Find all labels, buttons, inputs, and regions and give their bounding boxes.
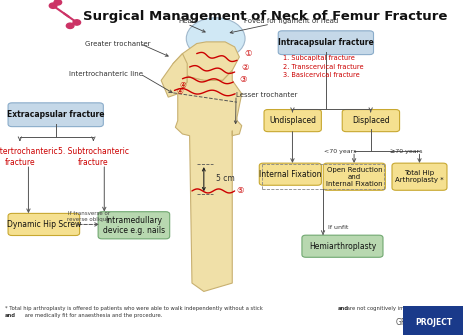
Text: 5 cm: 5 cm — [216, 174, 235, 183]
FancyBboxPatch shape — [302, 235, 383, 257]
Polygon shape — [173, 42, 239, 80]
FancyBboxPatch shape — [323, 163, 385, 190]
FancyBboxPatch shape — [278, 31, 374, 55]
Text: ⑤: ⑤ — [236, 186, 244, 195]
Text: Dynamic Hip Screw: Dynamic Hip Screw — [7, 220, 81, 229]
Text: Hemiarthroplasty: Hemiarthroplasty — [309, 242, 376, 251]
Circle shape — [186, 18, 245, 59]
Text: Surgical Management of Neck of Femur Fracture: Surgical Management of Neck of Femur Fra… — [83, 10, 447, 23]
Circle shape — [49, 3, 57, 8]
FancyBboxPatch shape — [8, 213, 80, 236]
Text: PROJECT: PROJECT — [415, 318, 452, 327]
Text: ④: ④ — [179, 81, 186, 90]
Text: are medically fit for anaesthesia and the procedure.: are medically fit for anaesthesia and th… — [23, 313, 162, 318]
Text: 4. Intertrochanteric
fracture: 4. Intertrochanteric fracture — [0, 147, 57, 167]
Text: If unfit: If unfit — [328, 225, 348, 230]
Text: Displaced: Displaced — [352, 116, 390, 125]
Text: Head: Head — [178, 18, 196, 24]
Text: Intracapsular fracture: Intracapsular fracture — [278, 38, 374, 47]
Polygon shape — [161, 54, 187, 97]
Text: If transverse or
reverse oblique: If transverse or reverse oblique — [67, 211, 110, 222]
Text: ≥70 years: ≥70 years — [391, 149, 423, 154]
Text: <70 years: <70 years — [324, 149, 356, 154]
FancyBboxPatch shape — [259, 163, 321, 185]
Text: ③: ③ — [239, 75, 247, 84]
Text: ④: ④ — [176, 87, 183, 95]
Polygon shape — [175, 70, 242, 291]
Text: and: and — [5, 313, 16, 318]
FancyBboxPatch shape — [342, 110, 400, 132]
Text: and: and — [337, 306, 348, 311]
Text: Intertrochanteric line: Intertrochanteric line — [69, 71, 143, 77]
Text: Internal Fixation: Internal Fixation — [259, 170, 321, 179]
Text: GRAM: GRAM — [396, 318, 419, 327]
Text: Greater trochanter: Greater trochanter — [85, 41, 151, 47]
FancyBboxPatch shape — [98, 212, 170, 239]
Text: * Total hip arthroplasty is offered to patients who were able to walk independen: * Total hip arthroplasty is offered to p… — [5, 306, 264, 311]
Text: Total Hip
Arthroplasty *: Total Hip Arthroplasty * — [395, 170, 444, 183]
FancyBboxPatch shape — [264, 110, 321, 132]
Text: are not cognitively impaired: are not cognitively impaired — [345, 306, 421, 311]
Text: Extracapsular fracture: Extracapsular fracture — [7, 110, 104, 119]
FancyBboxPatch shape — [392, 163, 447, 190]
Circle shape — [66, 23, 74, 28]
Text: 5. Subtrochanteric
fracture: 5. Subtrochanteric fracture — [58, 147, 129, 167]
Circle shape — [54, 0, 62, 5]
Text: Intramedullary
device e.g. nails: Intramedullary device e.g. nails — [103, 216, 165, 235]
Text: Undisplaced: Undisplaced — [269, 116, 316, 125]
Text: 1. Subcapital fracture
2. Transcervical fracture
3. Basicervical fracture: 1. Subcapital fracture 2. Transcervical … — [283, 55, 364, 78]
Text: Fovea for ligament of head: Fovea for ligament of head — [244, 18, 338, 24]
Text: Lesser trochanter: Lesser trochanter — [236, 92, 297, 98]
Text: ①: ① — [244, 49, 252, 58]
FancyBboxPatch shape — [8, 103, 103, 127]
Circle shape — [73, 20, 81, 25]
Text: ②: ② — [242, 63, 249, 71]
Text: Open Reduction
and
Internal Fixation: Open Reduction and Internal Fixation — [326, 167, 383, 187]
